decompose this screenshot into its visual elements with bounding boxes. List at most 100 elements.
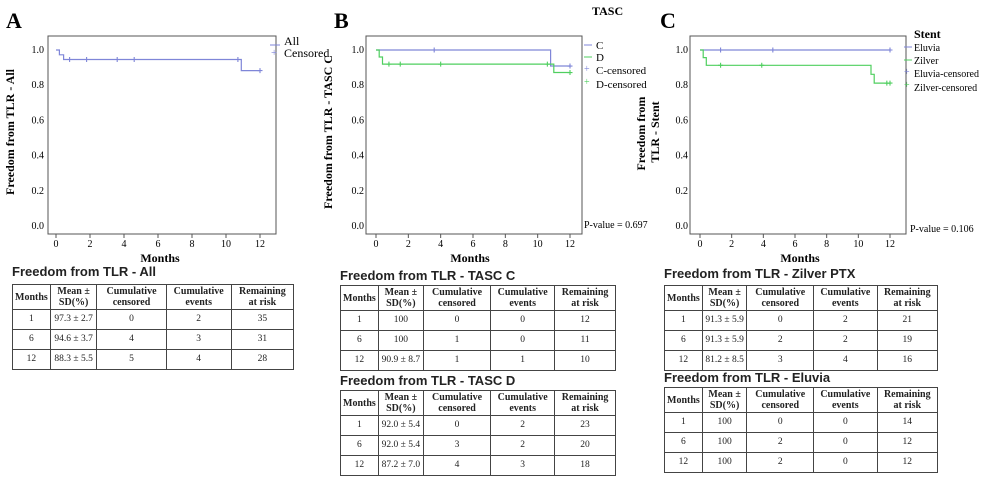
legend-label-eluvia-censored: Eluvia-censored bbox=[914, 69, 979, 80]
x-tick-label: 10 bbox=[853, 239, 863, 250]
y-tick-label: 0.0 bbox=[676, 221, 689, 232]
legend-label-c-censored: C-censored bbox=[596, 65, 647, 77]
table-cell: 97.3 ± 2.7 bbox=[49, 309, 98, 330]
table-cell: 1 bbox=[12, 309, 51, 330]
table-header-cell: Months bbox=[12, 284, 51, 310]
table-cell: 3 bbox=[746, 350, 815, 371]
y-tick-label: 0.8 bbox=[676, 80, 689, 91]
table-cell: 0 bbox=[490, 330, 556, 351]
table-cell: 28 bbox=[230, 349, 295, 370]
table-cell: 12 bbox=[340, 455, 379, 476]
table-cell: 1 bbox=[490, 350, 556, 371]
legend-label-d: D bbox=[596, 52, 604, 64]
censored-mark-zilver bbox=[759, 62, 765, 68]
y-tick-label: 0.6 bbox=[352, 115, 365, 126]
censored-mark-all bbox=[235, 57, 241, 63]
table-cell: 0 bbox=[96, 309, 167, 330]
table-cell: 4 bbox=[165, 349, 232, 370]
y-tick-label: 1.0 bbox=[676, 45, 689, 56]
table-cell: 12 bbox=[876, 452, 939, 473]
table-cell: 88.3 ± 5.5 bbox=[49, 349, 98, 370]
table-cell: 2 bbox=[813, 330, 878, 351]
legend-marker-zilver-censored: + bbox=[904, 80, 910, 91]
risk-table-tasc-d: Months Mean ± SD(%) Cumulative censored Cum… bbox=[340, 390, 616, 476]
legend-marker-d-censored: + bbox=[584, 77, 590, 88]
table-row: 1 91.3 ± 5.9 0 2 21 bbox=[664, 310, 939, 331]
x-tick-label: 12 bbox=[885, 239, 895, 250]
table-cell: 0 bbox=[813, 412, 878, 433]
table-header-cell: Mean ± SD(%) bbox=[377, 390, 424, 416]
table-cell: 10 bbox=[554, 350, 616, 371]
table-header-cell: Cumulative censored bbox=[422, 390, 492, 416]
x-tick-label: 4 bbox=[438, 239, 443, 250]
table-cell: 6 bbox=[664, 330, 703, 351]
table-cell: 100 bbox=[701, 452, 748, 473]
table-header-cell: Mean ± SD(%) bbox=[377, 285, 424, 311]
p-value: P-value = 0.697 bbox=[584, 220, 648, 231]
table-header-cell: Remaining at risk bbox=[554, 285, 616, 311]
km-plot-tasc: 0 2 4 6 8 10 12 0.0 0.2 0.4 0.6 0.8 1.0 bbox=[352, 45, 576, 250]
censored-mark-d bbox=[438, 61, 444, 67]
censored-mark-d bbox=[567, 70, 573, 76]
table-cell: 0 bbox=[813, 432, 878, 453]
table-cell: 31 bbox=[230, 329, 295, 350]
censored-mark-eluvia bbox=[887, 47, 893, 53]
x-axis-label: Months bbox=[450, 251, 490, 265]
table-cell: 3 bbox=[165, 329, 232, 350]
censored-mark-zilver bbox=[887, 80, 893, 86]
table-row: 6 100 2 0 12 bbox=[664, 432, 939, 453]
table-cell: 3 bbox=[490, 455, 556, 476]
table-cell: 12 bbox=[664, 350, 703, 371]
y-axis-label: Freedom from TLR - Stent bbox=[634, 94, 662, 171]
legend-label-d-censored: D-censored bbox=[596, 79, 647, 91]
legend-marker-eluvia-censored: + bbox=[904, 67, 910, 78]
censored-mark-d bbox=[397, 61, 403, 67]
x-tick-label: 10 bbox=[533, 239, 543, 250]
censored-mark-c bbox=[567, 63, 573, 69]
table-cell: 1 bbox=[340, 415, 379, 436]
legend-label-all: All bbox=[284, 34, 300, 48]
table-row: 1 97.3 ± 2.7 0 2 35 bbox=[12, 309, 295, 330]
y-tick-label: 0.0 bbox=[32, 221, 45, 232]
x-axis-label: Months bbox=[140, 251, 180, 265]
table-header-cell: Cumulative censored bbox=[746, 285, 815, 311]
panel-c: C Freedom from TLR - Stent Months P-valu… bbox=[634, 8, 979, 265]
table-cell: 12 bbox=[12, 349, 51, 370]
y-tick-label: 0.6 bbox=[676, 115, 689, 126]
table-cell: 1 bbox=[340, 310, 379, 331]
legend-marker-c-censored: + bbox=[584, 64, 590, 75]
y-tick-label: 0.8 bbox=[352, 80, 365, 91]
legend-label-zilver-censored: Zilver-censored bbox=[914, 83, 977, 94]
y-tick-label: 0.2 bbox=[352, 186, 365, 197]
legend-label-eluvia: Eluvia bbox=[914, 43, 941, 54]
table-header-cell: Cumulative censored bbox=[746, 387, 815, 413]
x-tick-label: 4 bbox=[761, 239, 766, 250]
table-cell: 100 bbox=[701, 432, 748, 453]
table-cell: 2 bbox=[746, 330, 815, 351]
x-tick-label: 6 bbox=[471, 239, 476, 250]
table-header-cell: Remaining at risk bbox=[554, 390, 616, 416]
table-row: 6 100 1 0 11 bbox=[340, 330, 616, 351]
table-header-cell: Mean ± SD(%) bbox=[701, 387, 748, 413]
table-header-cell: Mean ± SD(%) bbox=[701, 285, 748, 311]
table-header-row: Months Mean ± SD(%) Cumulative censored Cum… bbox=[12, 284, 295, 310]
y-tick-label: 1.0 bbox=[352, 45, 365, 56]
table-header-cell: Months bbox=[664, 285, 703, 311]
table-header-cell: Months bbox=[340, 285, 379, 311]
table-row: 6 92.0 ± 5.4 3 2 20 bbox=[340, 435, 616, 456]
y-axis-label-line2: TLR - Stent bbox=[648, 101, 662, 162]
table-cell: 2 bbox=[165, 309, 232, 330]
table-title-all: Freedom from TLR - All bbox=[12, 264, 156, 279]
table-cell: 94.6 ± 3.7 bbox=[49, 329, 98, 350]
table-title-tasc-d: Freedom from TLR - TASC D bbox=[340, 373, 516, 388]
x-tick-label: 6 bbox=[156, 239, 161, 250]
panel-a-letter: A bbox=[6, 8, 22, 33]
censored-mark-all bbox=[131, 57, 137, 63]
table-header-cell: Cumulative censored bbox=[96, 284, 167, 310]
table-header-cell: Remaining at risk bbox=[230, 284, 295, 310]
censored-mark-all bbox=[114, 57, 120, 63]
table-header-cell: Cumulative events bbox=[490, 285, 556, 311]
y-tick-label: 0.2 bbox=[32, 186, 45, 197]
table-header-cell: Mean ± SD(%) bbox=[49, 284, 98, 310]
